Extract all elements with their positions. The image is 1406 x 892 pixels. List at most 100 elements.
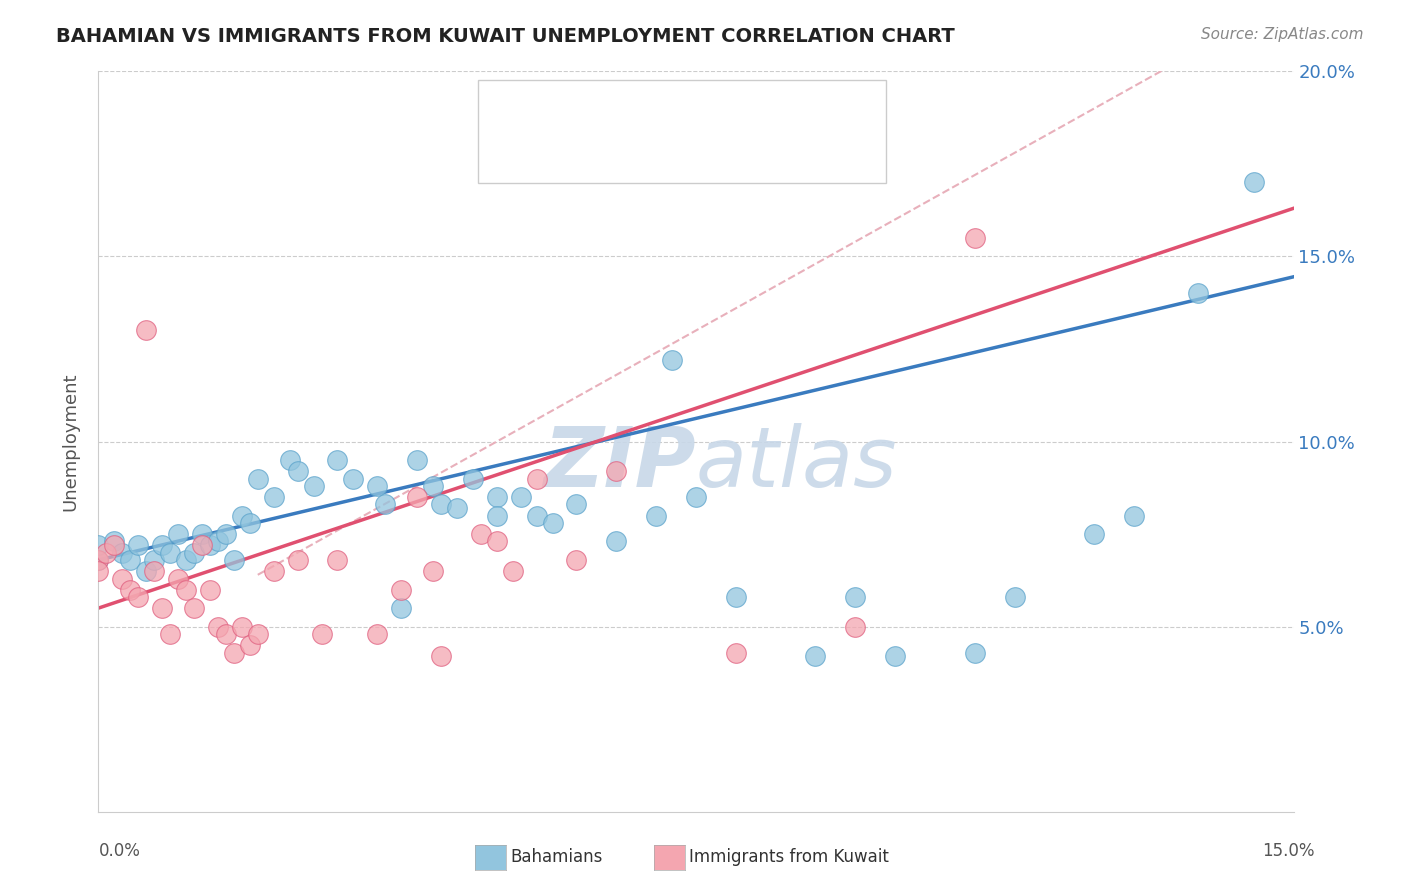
Point [485, 508, 508, 523]
Point [509, 490, 531, 504]
Point [406, 490, 429, 504]
Point [183, 601, 205, 615]
Point [231, 619, 253, 633]
Point [222, 646, 245, 660]
Point [645, 508, 668, 523]
Point [366, 479, 388, 493]
Point [605, 534, 627, 549]
Point [374, 498, 396, 512]
Point [239, 638, 262, 652]
Point [96, 545, 118, 560]
Point [844, 590, 866, 604]
Point [311, 627, 333, 641]
Point [239, 516, 262, 530]
Text: 15.0%: 15.0% [1263, 842, 1315, 860]
Point [963, 231, 986, 245]
Point [143, 553, 166, 567]
Point [215, 627, 238, 641]
Text: 0.0%: 0.0% [98, 842, 141, 860]
Point [135, 324, 157, 338]
Y-axis label: Unemployment: Unemployment [62, 372, 80, 511]
Point [246, 472, 269, 486]
Point [446, 501, 468, 516]
Point [502, 564, 524, 578]
Point [302, 479, 325, 493]
Text: Source: ZipAtlas.com: Source: ZipAtlas.com [1201, 27, 1364, 42]
Point [326, 553, 349, 567]
Point [87, 538, 110, 552]
Point [150, 538, 173, 552]
Point [103, 538, 125, 552]
Point [422, 479, 444, 493]
Point [120, 582, 142, 597]
Point [430, 498, 453, 512]
Text: BAHAMIAN VS IMMIGRANTS FROM KUWAIT UNEMPLOYMENT CORRELATION CHART: BAHAMIAN VS IMMIGRANTS FROM KUWAIT UNEMP… [56, 27, 955, 45]
Point [1004, 590, 1026, 604]
Point [103, 534, 125, 549]
Point [287, 553, 309, 567]
Text: Bahamians: Bahamians [510, 848, 603, 866]
Point [406, 453, 429, 467]
Point [263, 564, 285, 578]
Point [685, 490, 707, 504]
Point [485, 490, 508, 504]
Point [215, 527, 238, 541]
Point [565, 498, 588, 512]
Point [661, 353, 683, 368]
Point [159, 545, 181, 560]
Text: ZIP: ZIP [543, 423, 696, 504]
Point [1243, 175, 1265, 190]
Point [87, 564, 110, 578]
Point [111, 572, 134, 586]
Point [231, 508, 253, 523]
Point [127, 590, 149, 604]
Point [430, 649, 453, 664]
Point [263, 490, 285, 504]
Point [222, 553, 245, 567]
Point [422, 564, 444, 578]
Point [87, 553, 110, 567]
Point [470, 527, 492, 541]
Point [127, 538, 149, 552]
Point [174, 553, 197, 567]
Point [191, 527, 214, 541]
Point [246, 627, 269, 641]
Point [844, 619, 866, 633]
Point [174, 582, 197, 597]
Point [884, 649, 907, 664]
Point [143, 564, 166, 578]
Point [526, 472, 548, 486]
Point [1123, 508, 1146, 523]
Point [111, 545, 134, 560]
Text: Immigrants from Kuwait: Immigrants from Kuwait [689, 848, 889, 866]
Point [191, 538, 214, 552]
Point [342, 472, 364, 486]
Text: R = 0.586    N = 40: R = 0.586 N = 40 [541, 155, 748, 175]
Point [326, 453, 349, 467]
Point [120, 553, 142, 567]
Point [526, 508, 548, 523]
Point [159, 627, 181, 641]
Point [87, 553, 110, 567]
Point [485, 534, 508, 549]
Point [135, 564, 157, 578]
Point [287, 464, 309, 478]
Point [1083, 527, 1105, 541]
Point [167, 527, 190, 541]
Point [541, 516, 564, 530]
Point [1187, 286, 1209, 301]
Point [389, 582, 412, 597]
Point [278, 453, 301, 467]
Point [198, 582, 221, 597]
Point [366, 627, 388, 641]
Point [605, 464, 627, 478]
Point [207, 534, 229, 549]
Point [724, 590, 747, 604]
Point [804, 649, 827, 664]
Point [963, 646, 986, 660]
Point [183, 545, 205, 560]
Point [207, 619, 229, 633]
Point [724, 646, 747, 660]
Point [198, 538, 221, 552]
Point [167, 572, 190, 586]
